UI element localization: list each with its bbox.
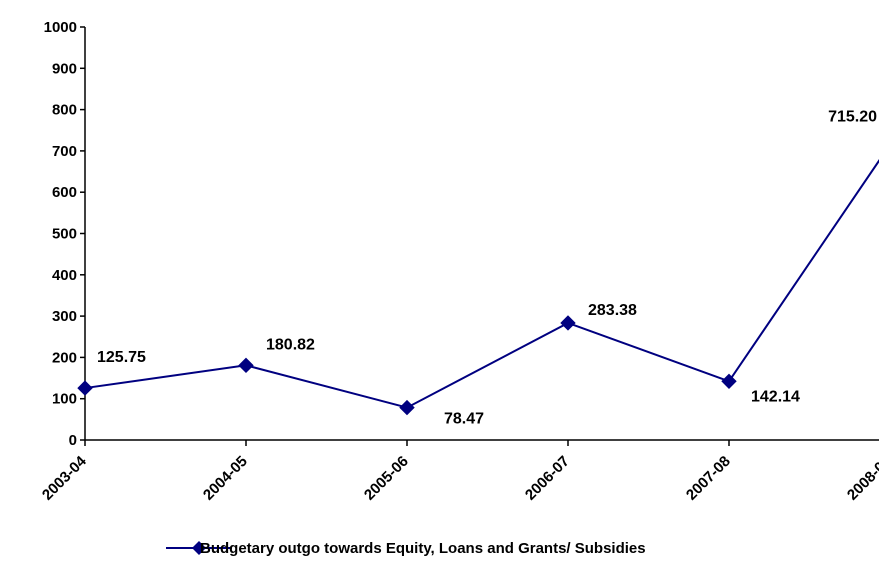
x-tick-label: 2006-07 [522, 453, 573, 504]
y-tick-label: 900 [52, 60, 77, 77]
data-label: 283.38 [588, 302, 637, 319]
data-point [77, 380, 93, 396]
y-tick-label: 400 [52, 267, 77, 284]
data-point [238, 357, 254, 374]
x-tick-label: 2007-08 [683, 453, 734, 504]
y-tick-label: 1000 [44, 19, 77, 36]
data-label: 180.82 [266, 336, 315, 353]
x-tick-label: 2003-04 [39, 452, 90, 503]
y-tick-label: 100 [52, 391, 77, 408]
x-axis-ticks: 2003-04 2004-05 2005-06 2006-07 2007-08 2008-… [39, 440, 879, 504]
y-tick-label: 200 [52, 349, 77, 366]
y-tick-label: 800 [52, 102, 77, 119]
y-axis-ticks: 0 100 200 300 400 500 600 700 800 900 1000 [44, 19, 85, 449]
data-point [721, 373, 737, 390]
data-label: 125.75 [97, 349, 146, 366]
legend-marker [192, 541, 206, 555]
x-tick-label: 2005-06 [361, 453, 412, 504]
y-tick-label: 600 [52, 184, 77, 201]
data-label: 715.20 [828, 109, 877, 126]
y-tick-label: 300 [52, 308, 77, 325]
y-tick-label: 500 [52, 226, 77, 243]
x-tick-label: 2008-09 [844, 453, 879, 504]
data-point [399, 399, 415, 416]
legend-label: Budgetary outgo towards Equity, Loans an… [200, 540, 646, 557]
legend: Budgetary outgo towards Equity, Loans an… [166, 540, 646, 557]
data-label: 142.14 [751, 388, 800, 405]
series [77, 159, 879, 416]
data-point [560, 315, 576, 331]
series-line [84, 159, 879, 409]
data-label: 78.47 [444, 411, 484, 428]
axes [84, 27, 879, 441]
data-labels: 125.75 180.82 78.47 283.38 142.14 715.20 [97, 109, 877, 428]
y-tick-label: 700 [52, 143, 77, 160]
y-tick-label: 0 [69, 432, 77, 449]
x-tick-label: 2004-05 [200, 453, 251, 504]
